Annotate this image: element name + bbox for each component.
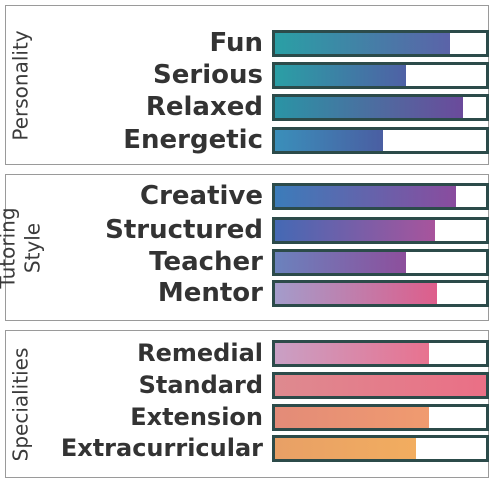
rating-label: Extracurricular — [60, 434, 263, 462]
rating-bar-track — [272, 404, 489, 431]
rating-row-extracurricular: Extracurricular — [6, 434, 489, 462]
rating-label: Standard — [138, 371, 263, 399]
rating-label: Mentor — [157, 278, 263, 308]
rating-bar-fill — [275, 252, 406, 273]
rating-row-teacher: Teacher — [6, 247, 489, 277]
rating-label: Extension — [130, 403, 263, 431]
rating-bar-fill — [275, 65, 406, 86]
rating-bar-track — [272, 280, 489, 307]
rating-label: Serious — [153, 60, 263, 90]
rating-bar-fill — [275, 220, 436, 241]
rating-label: Energetic — [123, 125, 263, 155]
rating-bar-fill — [275, 438, 417, 459]
rating-bar-fill — [275, 97, 463, 118]
rating-bar-track — [272, 94, 489, 121]
rating-row-remedial: Remedial — [6, 339, 489, 367]
rating-row-fun: Fun — [6, 28, 489, 58]
rating-label: Relaxed — [145, 92, 263, 122]
rating-row-mentor: Mentor — [6, 278, 489, 308]
rating-row-relaxed: Relaxed — [6, 92, 489, 122]
rating-bar-track — [272, 435, 489, 462]
rating-row-serious: Serious — [6, 60, 489, 90]
panel-personality: Personality Fun Serious Relaxed Energetic — [5, 5, 489, 165]
rating-label: Fun — [209, 28, 264, 58]
rating-row-structured: Structured — [6, 215, 489, 245]
rating-label: Creative — [139, 181, 263, 211]
rating-bar-track — [272, 127, 489, 154]
rating-bar-fill — [275, 343, 430, 364]
rating-bar-track — [272, 183, 489, 210]
rating-bar-track — [272, 30, 489, 57]
panel-specialities: Specialities Remedial Standard Extension Ext… — [5, 330, 489, 478]
rating-label: Structured — [105, 215, 263, 245]
rating-bar-track — [272, 62, 489, 89]
rating-row-extension: Extension — [6, 403, 489, 431]
rating-bar-fill — [275, 186, 457, 207]
rating-bar-track — [272, 249, 489, 276]
rating-bar-fill — [275, 407, 430, 428]
panel-tutoring-style: Tutoring Style Creative Structured Teacher M… — [0, 174, 489, 321]
rating-bar-fill — [275, 130, 383, 151]
rating-bar-track — [272, 372, 489, 399]
rating-bar-fill — [275, 375, 486, 396]
rating-bar-track — [272, 217, 489, 244]
rating-bar-fill — [275, 33, 451, 54]
rating-label: Remedial — [137, 339, 263, 367]
rating-bar-fill — [275, 283, 438, 304]
rating-label: Teacher — [149, 247, 263, 277]
rating-row-standard: Standard — [6, 371, 489, 399]
rating-bar-track — [272, 340, 489, 367]
rating-row-energetic: Energetic — [6, 125, 489, 155]
rating-row-creative: Creative — [6, 181, 489, 211]
